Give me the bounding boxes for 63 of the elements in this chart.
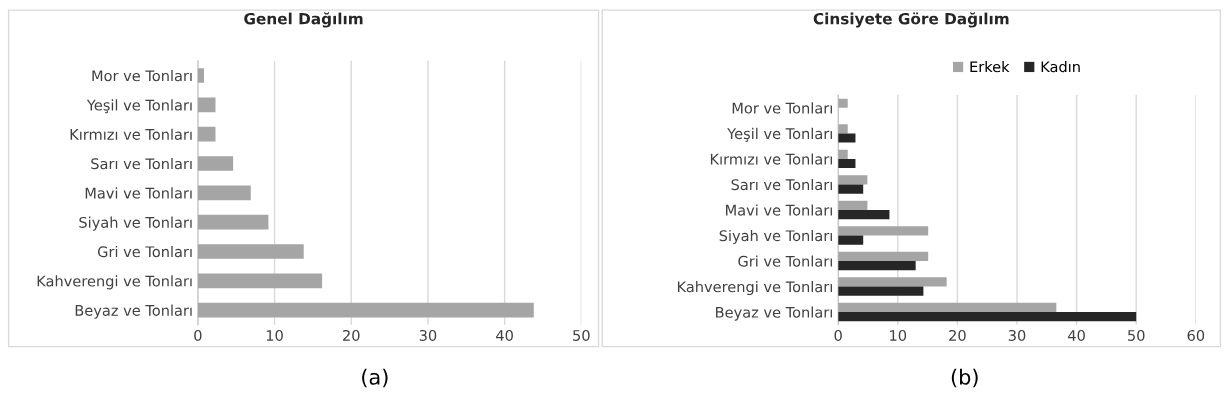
x-tick-label: 10	[890, 329, 907, 341]
y-tick-label: Kırmızı ve Tonları	[710, 153, 832, 165]
bar	[838, 133, 856, 143]
bar	[197, 244, 304, 259]
bar	[197, 126, 216, 142]
bar	[838, 302, 1057, 313]
x-tick-label: 50	[573, 329, 590, 341]
y-tick-label: Mavi ve Tonları	[726, 204, 832, 216]
chart-title: Genel Dağılım	[244, 12, 363, 28]
bar	[838, 277, 947, 287]
y-tick-label: Yeşil ve Tonları	[727, 127, 832, 142]
y-tick-label: Sarı ve Tonları	[91, 157, 192, 170]
x-tick-label: 60	[1187, 329, 1205, 341]
y-tick-label: Gri ve Tonları	[97, 245, 192, 258]
bar	[197, 273, 323, 289]
bar	[838, 251, 929, 262]
bar	[838, 235, 864, 245]
x-tick-label: 0	[834, 329, 842, 341]
legend-label: Erkek	[970, 60, 1010, 73]
x-tick-label: 30	[1008, 329, 1026, 341]
bar	[197, 302, 534, 318]
bar	[838, 226, 929, 236]
y-tick-label: Sarı ve Tonları	[731, 178, 832, 191]
bar	[838, 286, 924, 296]
legend-label: Kadın	[1041, 60, 1080, 73]
bar	[838, 149, 848, 159]
y-tick-label: Mavi ve Tonları	[85, 187, 192, 199]
text: (b)	[951, 368, 978, 388]
x-tick-label: 0	[194, 329, 202, 341]
bar	[197, 214, 269, 230]
bar	[838, 184, 864, 194]
y-tick-label: Siyah ve Tonları	[719, 229, 832, 245]
x-tick-label: 50	[1128, 329, 1145, 341]
y-tick-label: Gri ve Tonları	[738, 255, 832, 267]
y-tick-label: Mor ve Tonları	[92, 69, 192, 82]
bar	[838, 200, 868, 210]
y-tick-label: Beyaz ve Tonları	[716, 306, 832, 321]
x-tick-label: 20	[343, 329, 360, 341]
bar	[197, 156, 234, 171]
y-tick-label: Beyaz ve Tonları	[75, 304, 192, 319]
bar	[838, 124, 848, 134]
y-tick-label: Kahverengi ve Tonları	[37, 275, 192, 290]
bar	[838, 175, 868, 185]
bar	[197, 68, 204, 83]
x-tick-label: 40	[1068, 329, 1085, 341]
x-tick-label: 20	[949, 329, 966, 341]
y-tick-label: Kırmızı ve Tonları	[70, 128, 192, 140]
bar	[838, 158, 856, 169]
x-tick-label: 40	[496, 329, 513, 341]
x-tick-label: 10	[266, 329, 283, 341]
x-tick-label: 30	[419, 329, 437, 341]
bar	[838, 98, 848, 108]
y-tick-label: Kahverengi ve Tonları	[677, 280, 832, 296]
chart-title: Cinsiyete Göre Dağılım	[813, 12, 1009, 28]
text: (a)	[362, 368, 388, 388]
y-tick-label: Mor ve Tonları	[732, 102, 832, 114]
bar	[838, 312, 1137, 322]
y-tick-label: Siyah ve Tonları	[79, 216, 192, 231]
bar	[197, 185, 251, 201]
y-tick-label: Yeşil ve Tonları	[86, 99, 192, 114]
bar	[838, 261, 916, 271]
bar	[838, 209, 890, 220]
bar	[197, 97, 216, 113]
